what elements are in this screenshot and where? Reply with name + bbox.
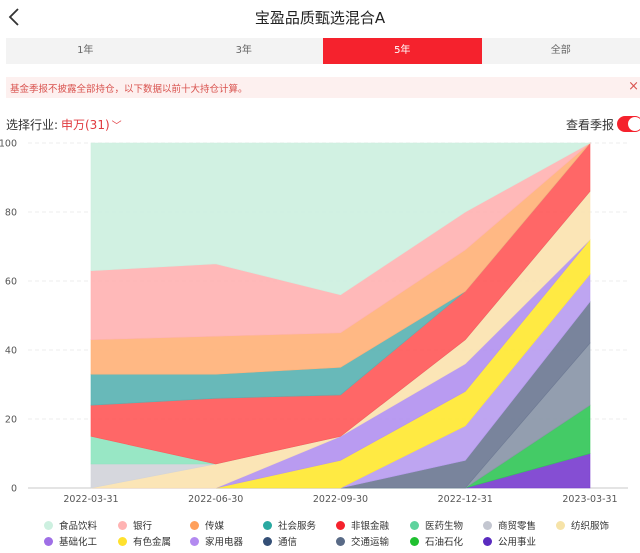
legend-label: 通信 xyxy=(278,537,298,548)
legend-label: 商贸零售 xyxy=(498,521,537,532)
x-tick-label: 2022-03-31 xyxy=(63,494,118,505)
legend-dot-icon xyxy=(118,537,127,546)
legend-label: 交通运输 xyxy=(351,537,390,548)
period-tabs: 1年 3年 5年 全部 xyxy=(6,38,640,64)
legend-dot-icon xyxy=(410,537,419,546)
legend-label: 家用电器 xyxy=(205,537,244,548)
tab-3y[interactable]: 3年 xyxy=(235,45,252,56)
legend-dot-icon xyxy=(263,537,272,546)
legend-item[interactable]: 公用事业 xyxy=(483,534,536,548)
legend-label: 银行 xyxy=(133,521,153,532)
x-tick-label: 2022-06-30 xyxy=(188,494,243,505)
quarterly-report-label: 查看季报 xyxy=(565,118,614,132)
legend-item[interactable]: 食品饮料 xyxy=(44,518,97,532)
toggle-knob xyxy=(628,117,640,131)
legend-label: 公用事业 xyxy=(498,537,537,548)
industry-filter-label: 选择行业: xyxy=(6,118,59,132)
notice-text: 基金季报不披露全部持仓，以下数据以前十大持仓计算。 xyxy=(10,84,248,95)
legend-label: 医药生物 xyxy=(425,521,464,532)
legend-item[interactable]: 纺织服饰 xyxy=(556,518,609,532)
y-tick-label: 100 xyxy=(0,139,17,150)
tab-1y[interactable]: 1年 xyxy=(77,45,94,56)
legend-item[interactable]: 社会服务 xyxy=(263,518,316,532)
page-title: 宝盈品质甄选混合A xyxy=(254,9,386,27)
legend-label: 石油石化 xyxy=(425,537,464,548)
legend-dot-icon xyxy=(44,537,53,546)
legend-dot-icon xyxy=(263,521,272,530)
notice-banner: 基金季报不披露全部持仓，以下数据以前十大持仓计算。 × xyxy=(6,77,640,98)
legend-dot-icon xyxy=(483,537,492,546)
legend-dot-icon xyxy=(336,537,345,546)
legend-label: 食品饮料 xyxy=(59,521,98,532)
x-tick-label: 2022-12-31 xyxy=(438,494,493,505)
legend-dot-icon xyxy=(556,521,565,530)
legend-dot-icon xyxy=(410,521,419,530)
y-tick-label: 20 xyxy=(5,415,17,426)
industry-allocation-chart: 0 20 40 60 80 100 2022-03-31 2022-06-30 2022-09-… xyxy=(0,139,628,505)
legend-item[interactable]: 有色金属 xyxy=(118,534,171,548)
industry-select-value: 申万(31) xyxy=(61,118,110,132)
legend-item[interactable]: 家用电器 xyxy=(190,534,243,548)
legend-item[interactable]: 通信 xyxy=(263,534,297,548)
legend-dot-icon xyxy=(190,537,199,546)
filter-row: 选择行业: 申万(31) ﹀ 查看季报 xyxy=(6,116,640,134)
legend-item[interactable]: 交通运输 xyxy=(336,534,389,548)
legend-label: 纺织服饰 xyxy=(571,521,610,532)
legend-dot-icon xyxy=(336,521,345,530)
legend-item[interactable]: 非银金融 xyxy=(336,518,389,532)
legend-dot-icon xyxy=(190,521,199,530)
legend-item[interactable]: 医药生物 xyxy=(410,518,463,532)
legend-item[interactable]: 商贸零售 xyxy=(483,518,536,532)
chevron-down-icon: ﹀ xyxy=(111,121,122,132)
header: 宝盈品质甄选混合A xyxy=(0,0,640,34)
legend-item[interactable]: 基础化工 xyxy=(44,534,97,548)
quarterly-report-toggle[interactable] xyxy=(617,116,640,132)
y-tick-label: 0 xyxy=(11,484,17,495)
legend-label: 基础化工 xyxy=(59,537,98,548)
industry-select[interactable]: 申万(31) ﹀ xyxy=(61,116,122,133)
back-arrow-icon[interactable] xyxy=(4,6,26,28)
tab-all[interactable]: 全部 xyxy=(550,45,571,56)
legend-label: 社会服务 xyxy=(278,521,317,532)
area-series-14 xyxy=(90,142,592,296)
legend-item[interactable]: 石油石化 xyxy=(410,534,463,548)
legend-label: 非银金融 xyxy=(351,521,390,532)
tab-5y[interactable]: 5年 xyxy=(323,38,482,64)
legend-dot-icon xyxy=(483,521,492,530)
legend-dot-icon xyxy=(44,521,53,530)
y-tick-label: 60 xyxy=(5,277,17,288)
x-tick-label: 2022-09-30 xyxy=(313,494,368,505)
legend-item[interactable]: 银行 xyxy=(118,518,152,532)
close-icon[interactable]: × xyxy=(628,79,639,94)
legend-item[interactable]: 传媒 xyxy=(190,518,224,532)
x-tick-label: 2023-03-31 xyxy=(562,494,617,505)
legend-label: 传媒 xyxy=(205,521,225,532)
y-tick-label: 80 xyxy=(5,208,17,219)
legend-label: 有色金属 xyxy=(133,537,172,548)
legend-dot-icon xyxy=(118,521,127,530)
y-tick-label: 40 xyxy=(5,346,17,357)
